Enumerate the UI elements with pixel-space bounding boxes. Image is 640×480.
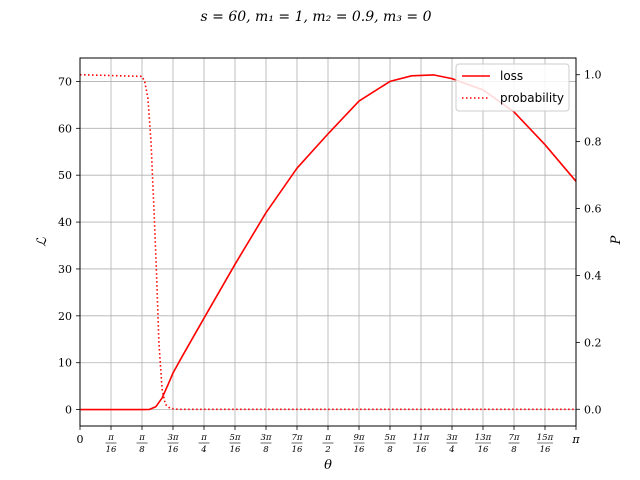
x-tick-numerator: π: [107, 433, 114, 443]
chart-title: s = 60, m₁ = 1, m₂ = 0.9, m₃ = 0: [201, 9, 432, 25]
x-tick-numerator: 11π: [413, 433, 430, 443]
x-tick-denominator: 4: [448, 445, 454, 455]
right-y-tick-label: 0.6: [584, 203, 602, 216]
x-tick-denominator: 8: [263, 445, 269, 455]
left-y-axis-label: ℒ: [35, 237, 50, 247]
x-tick-denominator: 16: [168, 445, 179, 455]
x-tick-numerator: π: [138, 433, 145, 443]
right-y-tick-label: 0.4: [584, 269, 602, 282]
x-tick-numerator: π: [324, 433, 331, 443]
x-tick-numerator: 7π: [292, 433, 303, 443]
right-y-tick-label: 1.0: [584, 69, 602, 82]
right-y-axis-label: P: [609, 235, 624, 245]
left-y-tick-label: 0: [65, 404, 72, 417]
grid: [79, 58, 577, 426]
left-y-tick-label: 50: [58, 169, 72, 182]
x-tick-numerator: 13π: [475, 433, 492, 443]
legend: loss probability: [455, 63, 570, 112]
x-tick-denominator: 16: [230, 445, 241, 455]
left-y-tick-label: 20: [58, 310, 72, 323]
x-tick-denominator: 16: [106, 445, 117, 455]
left-y-tick-label: 10: [58, 357, 72, 370]
x-tick-denominator: 16: [540, 445, 551, 455]
x-tick-numerator: 5π: [385, 433, 396, 443]
right-y-axis-ticks: 0.0 0.2 0.4 0.6 0.8 1.0: [576, 69, 602, 416]
x-tick-denominator: 4: [200, 445, 206, 455]
x-tick-denominator: 8: [387, 445, 393, 455]
x-tick-numerator: 3π: [447, 433, 458, 443]
left-y-tick-label: 30: [58, 263, 72, 276]
x-tick-numerator: 3π: [261, 433, 272, 443]
x-tick-label: 0: [77, 433, 84, 446]
left-y-tick-label: 70: [58, 75, 72, 88]
x-tick-numerator: 9π: [354, 433, 365, 443]
x-tick-denominator: 8: [139, 445, 145, 455]
x-tick-denominator: 2: [324, 445, 330, 455]
x-tick-denominator: 8: [511, 445, 517, 455]
right-y-tick-label: 0.0: [584, 403, 602, 416]
left-y-tick-label: 40: [58, 216, 72, 229]
x-tick-numerator: 7π: [509, 433, 520, 443]
x-tick-numerator: π: [200, 433, 207, 443]
x-tick-denominator: 16: [354, 445, 365, 455]
left-y-axis-ticks: 0 10 20 30 40 50 60 70: [58, 75, 80, 417]
x-tick-numerator: 3π: [168, 433, 179, 443]
legend-probability-label: probability: [500, 91, 564, 105]
x-axis-label: θ: [324, 458, 332, 473]
x-tick-denominator: 16: [292, 445, 303, 455]
right-y-tick-label: 0.8: [584, 136, 602, 149]
left-y-tick-label: 60: [58, 122, 72, 135]
x-tick-denominator: 16: [478, 445, 489, 455]
right-y-tick-label: 0.2: [584, 336, 602, 349]
x-tick-numerator: 15π: [537, 433, 554, 443]
x-axis-ticks: 0 π 16 π 8 3π 16 π 4 5π 16 3π 8 7π 16 π 2 9π 16 5π 8 11π 16 3π 4…: [77, 426, 580, 455]
plot-frame: [79, 57, 577, 427]
legend-loss-label: loss: [500, 69, 523, 83]
x-tick-numerator: 5π: [230, 433, 241, 443]
x-tick-denominator: 16: [416, 445, 427, 455]
x-tick-label: π: [571, 433, 580, 446]
